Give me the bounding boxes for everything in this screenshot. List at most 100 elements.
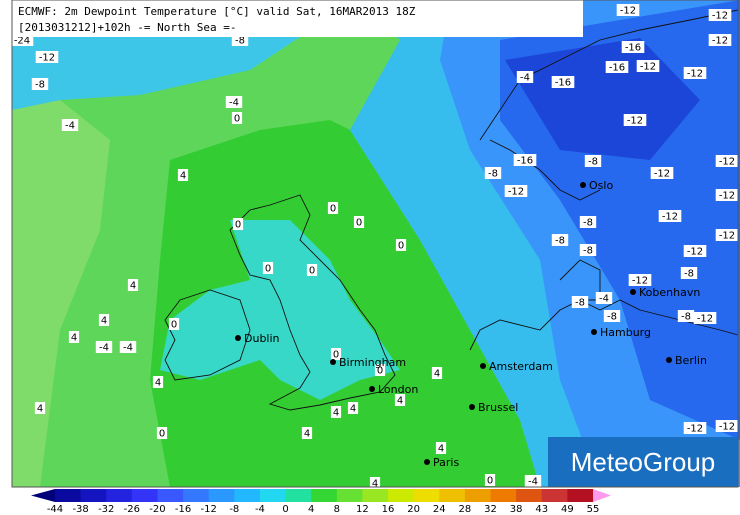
contour-label-box xyxy=(177,169,189,181)
colorbar-swatch xyxy=(157,489,184,502)
contour-label-box xyxy=(374,364,386,376)
contour-label-box xyxy=(677,310,695,322)
colorbar-tick: 24 xyxy=(433,504,446,515)
contour-label: 4 xyxy=(101,316,107,327)
contour-label-box xyxy=(225,96,243,108)
contour-label: -8 xyxy=(583,246,593,257)
colorbar-tick: 49 xyxy=(561,504,574,515)
colorbar-swatch xyxy=(234,489,261,502)
contour-label: -8 xyxy=(588,157,598,168)
colorbar-swatch xyxy=(55,489,82,502)
contour-label-box xyxy=(551,234,569,246)
colorbar-swatch xyxy=(516,489,543,502)
contour-label-box xyxy=(484,474,496,486)
contour-label-box xyxy=(636,60,660,72)
contour-label: -8 xyxy=(684,269,694,280)
city-dot xyxy=(469,404,475,410)
contour-label-box xyxy=(306,264,318,276)
contour-label: -12 xyxy=(508,187,524,198)
contour-label: 4 xyxy=(71,333,77,344)
contour-label: -12 xyxy=(39,53,55,64)
contour-label: 4 xyxy=(372,479,378,490)
contour-label: 0 xyxy=(235,220,241,231)
contour-label: -12 xyxy=(719,422,735,433)
colorbar-tick: 8 xyxy=(334,504,340,515)
contour-label-box xyxy=(715,155,739,167)
contour-label-box xyxy=(330,348,342,360)
city-name: Amsterdam xyxy=(489,360,553,373)
contour-label: 4 xyxy=(130,281,136,292)
contour-label: 4 xyxy=(438,444,444,455)
colorbar-tick: 28 xyxy=(459,504,472,515)
contour-label-box xyxy=(484,167,502,179)
city-name: Kobenhavn xyxy=(639,286,700,299)
city-dot xyxy=(580,182,586,188)
contour-label: -8 xyxy=(681,312,691,323)
contour-label: 0 xyxy=(159,429,165,440)
contour-label: -12 xyxy=(687,247,703,258)
logo-box xyxy=(548,437,738,487)
contour-label-box xyxy=(119,341,137,353)
contour-label-box xyxy=(262,262,274,274)
contour-label: -12 xyxy=(697,314,713,325)
city-name: Berlin xyxy=(675,354,707,367)
header-line: [2013031212]+102h -= North Sea =- xyxy=(18,21,237,34)
city-dot xyxy=(591,329,597,335)
header-line: ECMWF: 2m Dewpoint Temperature [°C] vali… xyxy=(18,5,416,18)
contour-label-box xyxy=(579,244,597,256)
contour-label-box xyxy=(347,402,359,414)
contour-label: 4 xyxy=(333,408,339,419)
contour-label-box xyxy=(623,114,647,126)
contour-label: -12 xyxy=(620,6,636,17)
contour-label: -4 xyxy=(229,98,239,109)
contour-label-box xyxy=(127,279,139,291)
contour-label-box xyxy=(369,477,381,489)
contour-label: -12 xyxy=(640,62,656,73)
colorbar-swatch xyxy=(413,489,440,502)
colorbar-swatch xyxy=(388,489,415,502)
header-box xyxy=(12,0,583,37)
map-frame xyxy=(11,0,739,488)
contour-label: 0 xyxy=(356,218,362,229)
contour-label: 0 xyxy=(398,241,404,252)
colorbar-tick: 20 xyxy=(407,504,420,515)
contour-label-box xyxy=(431,367,443,379)
britain xyxy=(229,194,396,411)
contour-label-box xyxy=(301,427,313,439)
contour-label-box xyxy=(715,229,739,241)
contour-label-box xyxy=(584,155,602,167)
contour-label-box xyxy=(330,406,342,418)
colorbar-swatch xyxy=(106,489,133,502)
colorbar: -44 -38 -32 -26 -20 -16 -12 -8 -4 0 4 8 12 16 20 24 28 32… xyxy=(31,489,611,515)
denmark xyxy=(559,259,601,301)
colorbar-swatch xyxy=(131,489,158,502)
contour-label-box xyxy=(34,402,46,414)
city-name: Dublin xyxy=(244,332,280,345)
contour-label-box xyxy=(68,331,80,343)
contour-label-box xyxy=(353,216,365,228)
contour-label-box xyxy=(680,267,698,279)
contour-label: -4 xyxy=(123,343,133,354)
contour-label: -8 xyxy=(235,36,245,47)
contour-label: -4 xyxy=(599,294,609,305)
contour-label-box xyxy=(504,185,528,197)
contour-label: -12 xyxy=(719,231,735,242)
contour-label: -4 xyxy=(65,121,75,132)
field-cold-nw xyxy=(12,37,300,110)
contour-label: -12 xyxy=(662,212,678,223)
contour-label: -8 xyxy=(575,298,585,309)
contour-label-box xyxy=(524,475,542,487)
contour-label-box xyxy=(35,51,59,63)
contour-label: 0 xyxy=(309,266,315,277)
contour-label-box xyxy=(168,318,180,330)
logo: MeteoGroup xyxy=(571,447,716,477)
city-name: Hamburg xyxy=(600,326,651,339)
contour-label: 0 xyxy=(265,264,271,275)
contour-label-box xyxy=(683,67,707,79)
contour-label-box xyxy=(683,422,707,434)
contour-label: -12 xyxy=(719,191,735,202)
norway xyxy=(479,9,739,201)
colorbar-tick: 55 xyxy=(587,504,600,515)
city-dot xyxy=(424,459,430,465)
colorbar-swatch xyxy=(490,489,517,502)
